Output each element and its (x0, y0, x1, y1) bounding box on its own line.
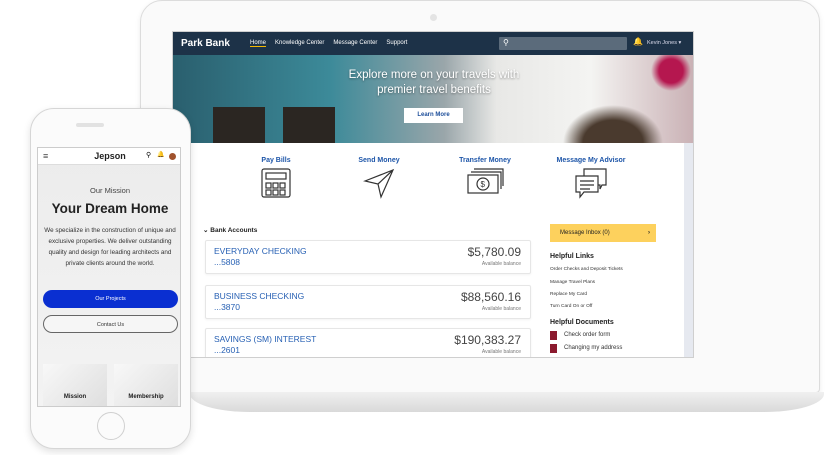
account-number: ...2601 (214, 345, 240, 355)
chevron-right-icon: › (648, 230, 650, 236)
user-name: Kevin Jones (647, 40, 677, 46)
svg-text:$: $ (481, 180, 486, 189)
bank-app-screen: Park Bank Home Knowledge Center Message … (172, 31, 694, 358)
mission-tile[interactable]: Mission (43, 364, 107, 406)
phone-body: We specialize in the construction of uni… (44, 227, 176, 267)
document-link[interactable]: Changing my address (564, 345, 623, 351)
nav-home[interactable]: Home (250, 40, 267, 47)
helpful-links-title: Helpful Links (550, 253, 594, 260)
chat-icon[interactable] (546, 167, 636, 204)
account-number: ...3870 (214, 302, 240, 312)
account-number: ...5808 (214, 257, 240, 267)
hero-line-1: Explore more on your travels with (348, 69, 520, 81)
helpful-docs-title: Helpful Documents (550, 319, 614, 326)
calculator-icon[interactable] (231, 167, 321, 204)
account-name: EVERYDAY CHECKING (214, 246, 307, 256)
user-menu[interactable]: Kevin Jones ▾ (647, 40, 682, 46)
message-advisor-link[interactable]: Message My Advisor (556, 157, 626, 164)
bell-icon[interactable]: 🔔 (157, 152, 165, 158)
helpful-link[interactable]: Manage Travel Plans (550, 280, 596, 285)
account-name: BUSINESS CHECKING (214, 291, 305, 301)
account-card[interactable]: EVERYDAY CHECKING ...5808 $5,780.09 Availab… (205, 240, 531, 274)
hero-line-2: premier travel benefits (377, 84, 491, 96)
phone-brand[interactable]: Jepson (94, 151, 126, 161)
account-card[interactable]: BUSINESS CHECKING ...3870 $88,560.16 Availa… (205, 285, 531, 319)
account-balance: $5,780.09 (467, 245, 521, 259)
transfer-money-link[interactable]: Transfer Money (459, 157, 511, 164)
laptop-camera (430, 14, 437, 21)
search-icon: ⚲ (503, 38, 509, 47)
pdf-icon (550, 331, 557, 340)
helpful-link[interactable]: Turn Card On or Off (550, 304, 593, 309)
search-icon[interactable]: ⚲ (146, 152, 152, 159)
top-nav: Park Bank Home Knowledge Center Message … (173, 32, 693, 55)
document-link[interactable]: Check order form (564, 332, 611, 338)
hero-plant (563, 105, 663, 143)
learn-more-button[interactable]: Learn More (404, 108, 463, 123)
eyebrow: Our Mission (89, 186, 130, 195)
send-money-link[interactable]: Send Money (358, 157, 400, 164)
account-name: SAVINGS (SM) INTEREST (214, 334, 317, 344)
search-input[interactable]: ⚲ (499, 37, 627, 50)
section-title: Bank Accounts (210, 227, 258, 234)
our-projects-button[interactable]: Our Projects (43, 290, 178, 308)
hero-headline: Explore more on your travels with premier… (173, 68, 693, 98)
hero-flowers (635, 55, 693, 95)
balance-label: Available balance (481, 349, 521, 355)
hero-chairs (213, 107, 343, 143)
pdf-icon (550, 344, 557, 353)
balance-label: Available balance (481, 261, 521, 267)
pay-bills-link[interactable]: Pay Bills (261, 157, 291, 164)
inbox-label: Message Inbox (0) (560, 230, 610, 236)
helpful-link[interactable]: Replace My Card (550, 292, 588, 297)
phone-header: ≡ Jepson ⚲ 🔔 (38, 148, 180, 165)
nav-links: Home Knowledge Center Message Center Sup… (250, 40, 407, 47)
nav-message-center[interactable]: Message Center (333, 40, 378, 46)
hamburger-menu-icon[interactable]: ≡ (43, 151, 49, 161)
phone-speaker (76, 123, 104, 127)
nav-knowledge-center[interactable]: Knowledge Center (275, 40, 325, 46)
message-inbox-button[interactable]: Message Inbox (0) › (550, 224, 656, 242)
paper-plane-icon[interactable] (334, 167, 424, 204)
scrollbar[interactable] (684, 143, 693, 357)
phone-screen: ≡ Jepson ⚲ 🔔 Our Mission Your Dream Home… (37, 147, 181, 407)
brand-logo[interactable]: Park Bank (181, 38, 230, 49)
phone-home-button[interactable] (97, 412, 125, 440)
balance-label: Available balance (481, 306, 521, 312)
account-balance: $88,560.16 (460, 290, 521, 304)
account-card[interactable]: SAVINGS (SM) INTEREST ...2601 $190,383.27 A… (205, 328, 531, 357)
helpful-link[interactable]: Order Checks and Deposit Tickets (550, 267, 623, 272)
avatar[interactable] (169, 153, 176, 160)
nav-support[interactable]: Support (386, 40, 408, 46)
hero-banner (173, 55, 693, 143)
membership-tile[interactable]: Membership (114, 364, 178, 406)
bank-accounts-toggle[interactable]: ⌄ Bank Accounts (203, 227, 258, 234)
account-balance: $190,383.27 (454, 333, 521, 347)
laptop-base (190, 392, 824, 412)
contact-us-button[interactable]: Contact Us (43, 315, 178, 333)
cash-icon[interactable]: $ (440, 167, 530, 200)
bell-icon[interactable]: 🔔 (633, 37, 643, 46)
phone-title: Your Dream Home (51, 201, 169, 216)
